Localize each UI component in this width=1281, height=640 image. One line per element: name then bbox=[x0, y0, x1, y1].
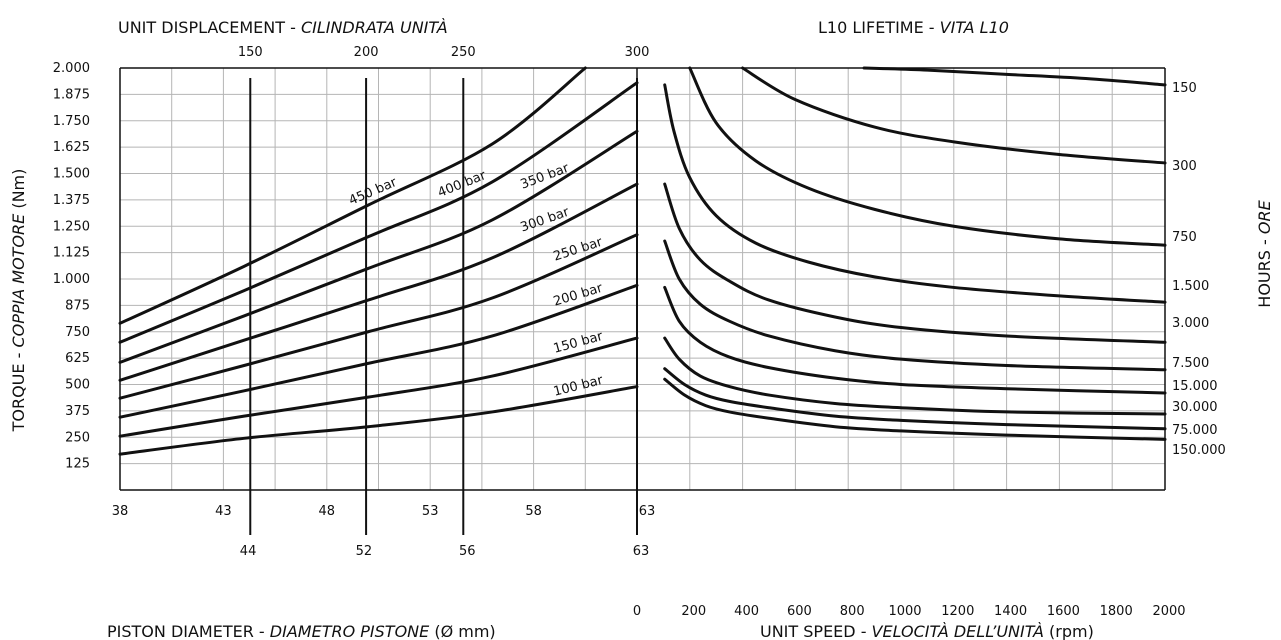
x-tick-label: 43 bbox=[215, 504, 232, 519]
right-gridlines bbox=[637, 68, 1165, 490]
y-tick-label: 625 bbox=[65, 351, 90, 366]
lifetime-curve bbox=[862, 66, 1167, 87]
y-tick-label: 875 bbox=[65, 298, 90, 313]
rpm-tick-label: 400 bbox=[734, 604, 759, 619]
rpm-tick-label: 800 bbox=[840, 604, 865, 619]
left-y-title: TORQUE - COPPIA MOTORE (Nm) bbox=[9, 169, 28, 433]
rpm-tick-label: 1600 bbox=[1047, 604, 1080, 619]
right-lifetime-curves bbox=[663, 66, 1167, 441]
y-tick-label: 1.125 bbox=[53, 246, 90, 261]
rpm-tick-label: 2000 bbox=[1152, 604, 1185, 619]
hour-label: 7.500 bbox=[1172, 356, 1209, 371]
y-tick-label: 750 bbox=[65, 325, 90, 340]
x-tick-label: 38 bbox=[112, 504, 129, 519]
y-tick-label: 1.250 bbox=[53, 219, 90, 234]
rpm-tick-label: 600 bbox=[787, 604, 812, 619]
y-tick-label: 2.000 bbox=[53, 61, 90, 76]
rpm-tick-label: 0 bbox=[633, 604, 641, 619]
lifetime-curve bbox=[663, 239, 1167, 372]
lifetime-curve bbox=[663, 285, 1167, 395]
x-tick-label: 63 bbox=[639, 504, 656, 519]
x-tick-label: 58 bbox=[525, 504, 542, 519]
y-tick-label: 1.375 bbox=[53, 193, 90, 208]
x-tick-label: 48 bbox=[319, 504, 336, 519]
top-axis-tick-label: 250 bbox=[451, 45, 476, 60]
axis-labels: 2.000 1.875 1.750 1.625 1.500 1.375 1.250 1.125… bbox=[9, 18, 1274, 640]
lifetime-curve bbox=[663, 83, 1167, 304]
rpm-tick-label: 200 bbox=[681, 604, 706, 619]
left-title: UNIT DISPLACEMENT - CILINDRATA UNITÀ bbox=[118, 18, 448, 37]
y-tick-label: 1.500 bbox=[53, 167, 90, 182]
y-tick-label: 1.875 bbox=[53, 87, 90, 102]
hour-label: 1.500 bbox=[1172, 279, 1209, 294]
left-x-title: PISTON DIAMETER - DIAMETRO PISTONE (Ø mm… bbox=[107, 622, 496, 640]
y-tick-label: 500 bbox=[65, 378, 90, 393]
pressure-curve bbox=[118, 385, 639, 456]
y-tick-label: 250 bbox=[65, 430, 90, 445]
diameter-tick-label: 52 bbox=[356, 544, 373, 559]
diameter-tick-label: 56 bbox=[459, 544, 476, 559]
rpm-tick-label: 1200 bbox=[941, 604, 974, 619]
rpm-tick-label: 1400 bbox=[994, 604, 1027, 619]
y-tick-label: 1.625 bbox=[53, 140, 90, 155]
hour-label: 300 bbox=[1172, 159, 1197, 174]
hour-label: 150 bbox=[1172, 81, 1197, 96]
top-axis-tick-label: 300 bbox=[625, 45, 650, 60]
y-tick-label: 125 bbox=[65, 457, 90, 472]
hour-label: 750 bbox=[1172, 230, 1197, 245]
rpm-tick-label: 1800 bbox=[1100, 604, 1133, 619]
hour-label: 75.000 bbox=[1172, 423, 1218, 438]
lifetime-curve bbox=[688, 66, 1167, 247]
pressure-curve bbox=[118, 81, 639, 344]
right-y-title: HOURS - ORE bbox=[1255, 199, 1274, 307]
y-tick-label: 1.750 bbox=[53, 114, 90, 129]
hour-label: 3.000 bbox=[1172, 316, 1209, 331]
y-tick-label: 1.000 bbox=[53, 272, 90, 287]
hour-label: 150.000 bbox=[1172, 443, 1226, 458]
pressure-curve bbox=[118, 66, 587, 325]
lifetime-curve bbox=[663, 182, 1167, 344]
diameter-tick-label: 44 bbox=[240, 544, 257, 559]
pressure-curve bbox=[118, 283, 639, 419]
lifetime-curve bbox=[663, 367, 1167, 431]
diameter-tick-label: 63 bbox=[633, 544, 650, 559]
lifetime-curve bbox=[663, 377, 1167, 441]
lifetime-curve bbox=[741, 66, 1167, 165]
lifetime-curve bbox=[663, 336, 1167, 416]
plot-frames bbox=[119, 67, 1166, 491]
right-title: L10 LIFETIME - VITA L10 bbox=[818, 18, 1009, 37]
pressure-curve bbox=[118, 182, 639, 382]
pressure-curve bbox=[118, 129, 639, 364]
top-axis-tick-label: 150 bbox=[238, 45, 263, 60]
y-tick-label: 375 bbox=[65, 404, 90, 419]
pressure-curve bbox=[118, 233, 639, 400]
hour-label: 30.000 bbox=[1172, 400, 1218, 415]
top-axis-tick-label: 200 bbox=[354, 45, 379, 60]
right-x-title: UNIT SPEED - VELOCITÀ DELL’UNITÀ (rpm) bbox=[760, 622, 1094, 640]
x-tick-label: 53 bbox=[422, 504, 439, 519]
rpm-tick-label: 1000 bbox=[888, 604, 921, 619]
pressure-curve bbox=[118, 336, 639, 438]
hour-label: 15.000 bbox=[1172, 379, 1218, 394]
